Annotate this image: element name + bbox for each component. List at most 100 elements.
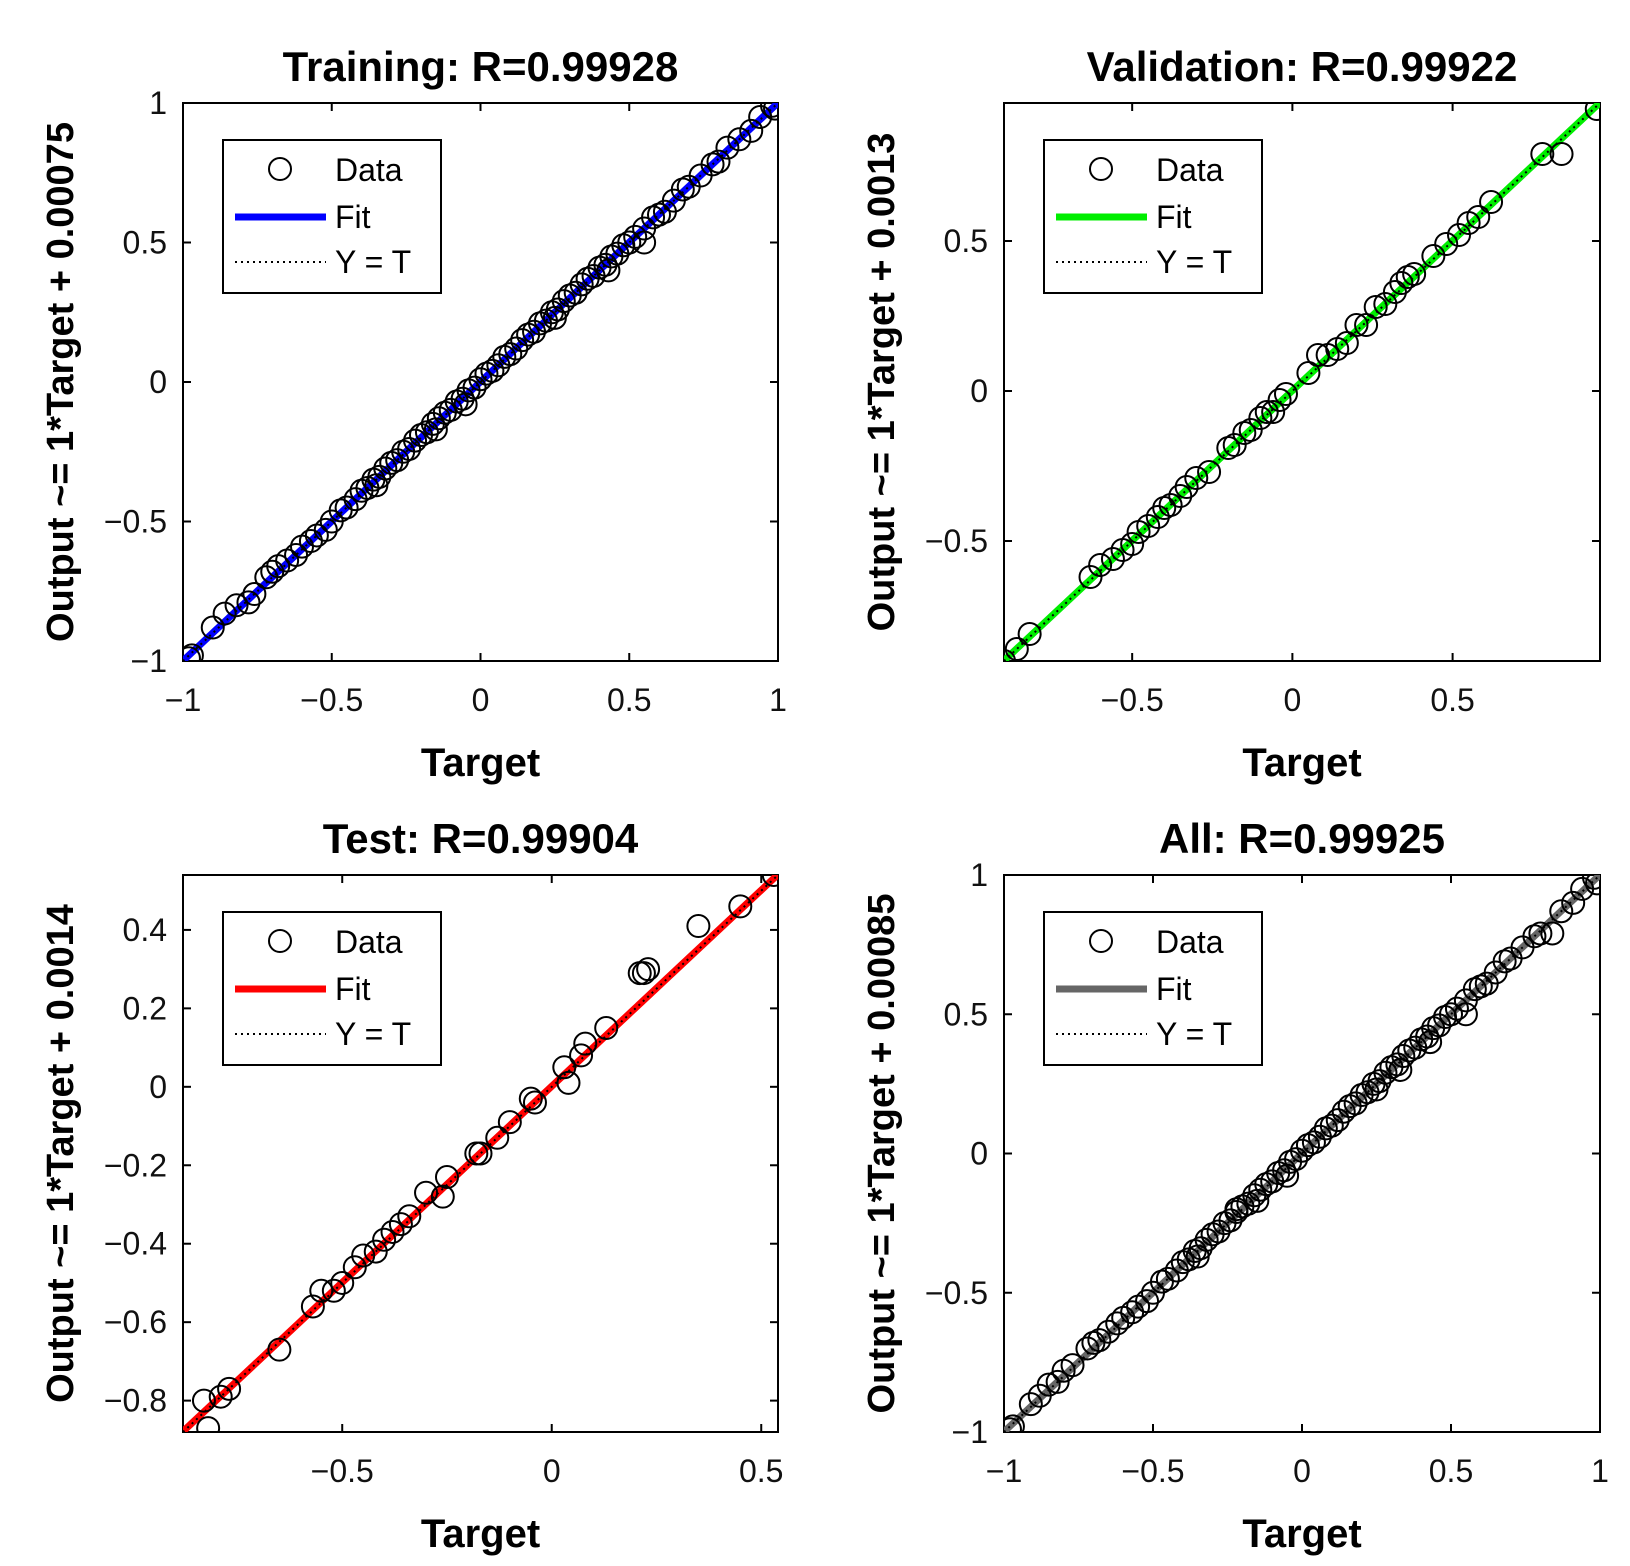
- validation-xtick-label: 0: [1283, 682, 1301, 718]
- all-data-point: [1385, 1052, 1410, 1077]
- all-data-point: [1045, 1369, 1070, 1394]
- test-legend-fit-label: Fit: [335, 971, 371, 1007]
- validation-data-point: [1584, 103, 1600, 121]
- all-data-point: [1325, 1108, 1350, 1133]
- test-data-point: [380, 1219, 405, 1244]
- validation-legend: Data Fit Y = T: [1043, 139, 1263, 294]
- training-data-point: [569, 272, 594, 297]
- all-legend: Data Fit Y = T: [1043, 911, 1263, 1066]
- test-data-point: [594, 1015, 619, 1040]
- all-data-point: [1087, 1328, 1112, 1353]
- all-data-point: [1096, 1319, 1121, 1344]
- all-ylabel: Output ~= 1*Target + 0.00085: [861, 894, 903, 1414]
- training-ytick-label: 1: [149, 85, 167, 121]
- all-data-point: [1155, 1266, 1180, 1291]
- test-data-point: [430, 1184, 455, 1209]
- all-xlabel: Target: [1242, 1512, 1361, 1556]
- test-data-point: [342, 1255, 367, 1280]
- validation-data-point: [1136, 514, 1161, 538]
- validation-data-point: [1120, 532, 1145, 556]
- test-ytick-label: −0.6: [104, 1304, 167, 1340]
- all-ytick-label: −0.5: [925, 1275, 988, 1311]
- training-xtick-label: 0.5: [607, 682, 651, 718]
- validation-data-point: [1197, 460, 1222, 484]
- test-ytick-label: 0: [149, 1069, 167, 1105]
- validation-legend-data-marker: [1089, 157, 1113, 181]
- validation-data-point: [1344, 313, 1369, 337]
- training-plot-area: [183, 103, 778, 661]
- all-plot-area: [1004, 875, 1600, 1432]
- test-ytick-label: −0.8: [104, 1383, 167, 1419]
- training-data-point: [727, 127, 752, 152]
- test-data-point: [191, 1388, 216, 1413]
- validation-data-point: [1447, 223, 1472, 247]
- training-data-point: [426, 406, 451, 431]
- training-data-point: [224, 593, 249, 618]
- all-data-point: [1528, 921, 1553, 946]
- test-identity-line: [183, 875, 778, 1432]
- training-data-point: [423, 417, 448, 442]
- training-data-point: [480, 358, 505, 383]
- training-data-point: [510, 328, 535, 353]
- training-data-point: [183, 643, 204, 661]
- all-xtick-label: −1: [986, 1453, 1022, 1489]
- all-data-point: [1301, 1130, 1326, 1155]
- test-legend-data-label: Data: [335, 924, 403, 960]
- all-data-point: [1439, 1002, 1463, 1027]
- validation-data-point: [1248, 406, 1273, 430]
- training-data-point: [414, 420, 439, 445]
- test-data-point: [573, 1031, 598, 1056]
- all-ytick-label: 0.5: [944, 996, 988, 1032]
- training-data-point: [334, 495, 359, 520]
- all-data-point: [1453, 1002, 1478, 1027]
- test-ytick-label: −0.4: [104, 1226, 167, 1262]
- all-data-point: [1561, 890, 1586, 915]
- training-xtick-label: −1: [165, 682, 201, 718]
- all-xtick-label: 1: [1591, 1453, 1609, 1489]
- validation-title: Validation: R=0.99922: [1087, 43, 1518, 90]
- training-data-point: [397, 436, 422, 461]
- training-data-point: [200, 615, 225, 640]
- all-data-point: [1540, 921, 1565, 946]
- all-data-point: [1018, 1392, 1043, 1417]
- training-title: Training: R=0.99928: [283, 43, 679, 90]
- training-xlabel: Target: [421, 741, 540, 785]
- all-data-point: [1364, 1077, 1389, 1102]
- test-data-point: [363, 1239, 388, 1264]
- training-data-point: [739, 118, 764, 143]
- all-data-point: [1388, 1057, 1413, 1082]
- validation-data-point: [1261, 400, 1286, 424]
- all-xtick-label: 0: [1293, 1453, 1311, 1489]
- validation-ytick-label: −0.5: [925, 523, 988, 559]
- test-data-point: [388, 1212, 413, 1237]
- all-ytick-label: 0: [970, 1136, 988, 1172]
- test-ylabel: Output ~= 1*Target + 0.0014: [40, 904, 82, 1403]
- validation-data-point: [1184, 466, 1209, 490]
- test-data-point: [267, 1337, 292, 1362]
- all-data-point: [1319, 1113, 1344, 1138]
- training-ytick-label: −1: [131, 643, 167, 679]
- test-xtick-label: −0.5: [311, 1453, 374, 1489]
- test-data-point: [397, 1204, 422, 1229]
- test-title: Test: R=0.99904: [323, 815, 639, 862]
- training-panel: Training: R=0.99928 Target Output ~= 1*Tar…: [40, 43, 787, 785]
- all-data-point: [1248, 1177, 1273, 1202]
- validation-data-point: [1363, 295, 1388, 319]
- all-data-point: [1060, 1353, 1085, 1378]
- training-data-point: [364, 473, 389, 498]
- training-data-point: [563, 280, 588, 305]
- training-data-point: [453, 392, 478, 417]
- all-data-point: [1004, 1414, 1025, 1432]
- test-ytick-label: −0.2: [104, 1147, 167, 1183]
- test-ytick-label: 0.4: [123, 912, 167, 948]
- all-xtick-label: 0.5: [1429, 1453, 1473, 1489]
- test-data-point: [372, 1227, 397, 1252]
- test-data-point: [485, 1125, 510, 1150]
- test-plot-area: [183, 875, 778, 1432]
- all-ytick-label: −1: [952, 1414, 988, 1450]
- test-legend-data-marker: [268, 929, 292, 953]
- all-data-point: [1331, 1099, 1356, 1124]
- test-data-point: [497, 1110, 522, 1135]
- validation-legend-data-label: Data: [1156, 152, 1224, 188]
